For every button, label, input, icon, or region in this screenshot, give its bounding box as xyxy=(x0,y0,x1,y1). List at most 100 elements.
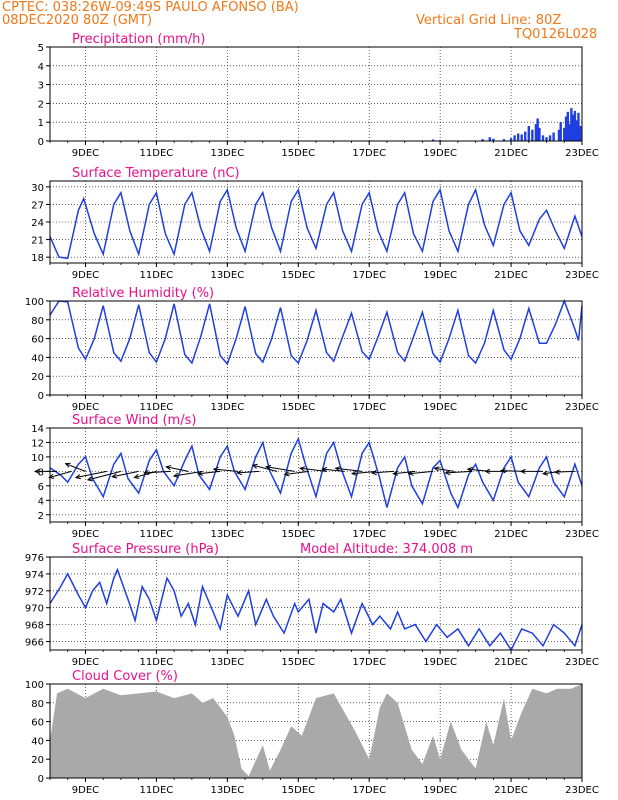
x-tick-label: 19DEC xyxy=(423,529,457,540)
precip-bar xyxy=(431,139,435,141)
wind-arrow xyxy=(197,470,221,476)
wind-arrow xyxy=(143,470,171,476)
wind-arrow xyxy=(433,466,455,472)
precip-bar xyxy=(577,112,580,141)
x-tick-label: 19DEC xyxy=(423,402,457,413)
x-tick-label: 15DEC xyxy=(281,148,315,159)
x-tick-label: 9DEC xyxy=(72,657,99,668)
panel-title: Surface Temperature (nC) xyxy=(72,166,240,181)
x-tick-label: 15DEC xyxy=(281,402,315,413)
x-tick-label: 17DEC xyxy=(352,785,386,796)
wind-arrow xyxy=(251,463,278,472)
precip-bar xyxy=(488,137,491,141)
x-tick-label: 23DEC xyxy=(565,785,599,796)
series-line-wind xyxy=(49,436,583,510)
panel-pressure: 966 968 970 972 974 976 9DEC 11DEC 13DEC 15DEC 17D… xyxy=(25,542,599,668)
wind-arrow xyxy=(370,470,395,476)
panel-title: Relative Humidity (%) xyxy=(72,286,214,301)
precip-bar xyxy=(570,108,573,141)
x-tick-label: 19DEC xyxy=(423,270,457,281)
wind-arrow xyxy=(321,466,345,473)
precip-bar xyxy=(579,125,582,141)
x-tick-label: 23DEC xyxy=(565,402,599,413)
y-tick-label: 0 xyxy=(38,391,44,402)
wind-arrow xyxy=(172,470,203,478)
panel-wind: 2 4 6 8 10 12 14 9DEC 11DEC 13DEC 15DEC 17DEC 19DEC 2… xyxy=(31,413,599,540)
x-tick-label: 23DEC xyxy=(565,270,599,281)
x-tick-label: 21DEC xyxy=(494,529,528,540)
x-tick-label: 13DEC xyxy=(210,529,244,540)
y-tick-label: 2 xyxy=(38,511,44,522)
panel-frame xyxy=(49,683,583,779)
x-tick-label: 19DEC xyxy=(423,657,457,668)
wind-arrow xyxy=(212,466,239,473)
wind-arrow xyxy=(86,470,122,482)
y-tick-label: 968 xyxy=(25,621,44,632)
y-tick-label: 8 xyxy=(38,467,44,478)
x-tick-label: 9DEC xyxy=(72,148,99,159)
x-tick-label: 21DEC xyxy=(494,148,528,159)
y-tick-label: 0 xyxy=(38,137,44,148)
precip-bar xyxy=(552,132,555,141)
x-tick-label: 15DEC xyxy=(281,270,315,281)
wind-arrow xyxy=(111,470,139,479)
x-tick-label: 17DEC xyxy=(352,148,386,159)
x-tick-label: 13DEC xyxy=(210,785,244,796)
wind-arrow xyxy=(264,464,295,472)
x-tick-label: 17DEC xyxy=(352,657,386,668)
wind-arrow xyxy=(236,470,260,476)
precip-bar xyxy=(516,133,520,141)
y-tick-label: 4 xyxy=(38,62,44,73)
y-tick-label: 14 xyxy=(31,424,44,435)
x-tick-label: 11DEC xyxy=(140,785,174,796)
panel-cloud: 0 20 40 60 80 100 9DEC 11DEC 13DEC 15DEC 17DEC 19DE… xyxy=(25,669,599,796)
panel-title: Surface Pressure (hPa) xyxy=(72,542,219,557)
wind-arrow xyxy=(484,468,508,475)
x-tick-label: 15DEC xyxy=(281,785,315,796)
precip-bar xyxy=(573,110,577,141)
x-tick-label: 13DEC xyxy=(210,657,244,668)
header-station-line: CPTEC: 038:26W-09:49S PAULO AFONSO (BA) xyxy=(2,0,299,15)
x-tick-label: 21DEC xyxy=(494,402,528,413)
precip-bar xyxy=(575,120,578,141)
precip-bar xyxy=(481,139,484,141)
y-tick-label: 30 xyxy=(31,183,44,194)
panel-humidity: 0 20 40 60 80 100 9DEC 11DEC 13DEC 15DEC 17DEC 19DE… xyxy=(25,286,599,413)
wind-arrow xyxy=(64,462,86,472)
x-tick-label: 13DEC xyxy=(210,402,244,413)
x-tick-label: 13DEC xyxy=(210,270,244,281)
precip-bar xyxy=(563,127,566,141)
precip-bar xyxy=(520,134,523,141)
precip-bar xyxy=(492,138,495,141)
header-date-line: 08DEC2020 80Z (GMT) xyxy=(2,13,153,28)
x-tick-label: 21DEC xyxy=(494,785,528,796)
x-tick-label: 9DEC xyxy=(72,529,99,540)
x-tick-label: 23DEC xyxy=(565,148,599,159)
y-tick-label: 18 xyxy=(31,253,44,264)
y-tick-label: 21 xyxy=(31,236,44,247)
y-tick-label: 60 xyxy=(31,335,44,346)
wind-arrow xyxy=(74,470,107,480)
x-tick-label: 21DEC xyxy=(494,270,528,281)
x-tick-label: 17DEC xyxy=(352,270,386,281)
x-tick-label: 23DEC xyxy=(565,657,599,668)
precip-bar xyxy=(509,138,513,141)
x-tick-label: 11DEC xyxy=(140,402,174,413)
panel-title: Precipitation (mm/h) xyxy=(72,32,205,47)
header-grid-note: Vertical Grid Line: 80Z xyxy=(416,13,562,28)
y-tick-label: 10 xyxy=(31,453,44,464)
precip-bar xyxy=(559,122,562,141)
precip-bar xyxy=(564,116,568,141)
panel-frame xyxy=(49,427,583,523)
panel-frame xyxy=(49,556,583,651)
precip-bar xyxy=(513,135,516,141)
x-tick-label: 19DEC xyxy=(423,148,457,159)
precip-bar xyxy=(502,139,506,141)
x-tick-label: 11DEC xyxy=(140,148,174,159)
x-tick-label: 9DEC xyxy=(72,270,99,281)
y-tick-label: 80 xyxy=(31,316,44,327)
panel-precipitation: 0 1 2 3 4 5 9DEC 11DEC 13DEC 15DEC 17DEC 19DEC 21DEC… xyxy=(38,32,599,159)
y-tick-label: 60 xyxy=(31,718,44,729)
x-tick-label: 15DEC xyxy=(281,657,315,668)
